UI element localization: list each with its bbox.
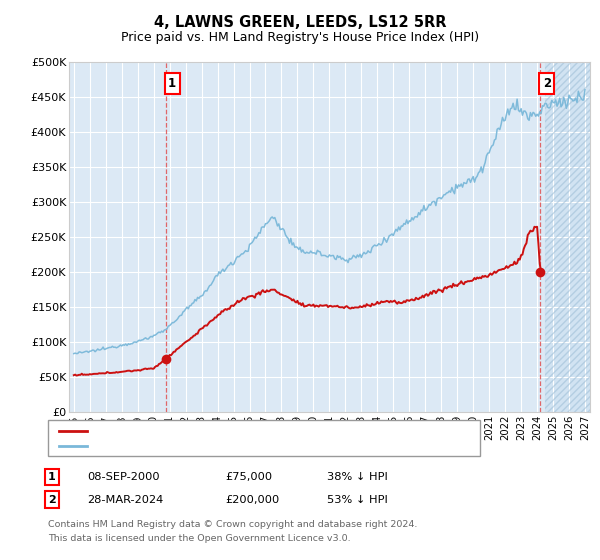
Text: Contains HM Land Registry data © Crown copyright and database right 2024.: Contains HM Land Registry data © Crown c…	[48, 520, 418, 529]
Text: 1: 1	[168, 77, 176, 90]
Text: 2: 2	[48, 494, 56, 505]
Text: £200,000: £200,000	[225, 494, 279, 505]
Text: 38% ↓ HPI: 38% ↓ HPI	[327, 472, 388, 482]
Bar	[545, 62, 593, 412]
Text: £75,000: £75,000	[225, 472, 272, 482]
Text: 1: 1	[48, 472, 56, 482]
Text: 08-SEP-2000: 08-SEP-2000	[87, 472, 160, 482]
Text: 53% ↓ HPI: 53% ↓ HPI	[327, 494, 388, 505]
Text: HPI: Average price, detached house, Leeds: HPI: Average price, detached house, Leed…	[91, 441, 335, 451]
Text: 4, LAWNS GREEN, LEEDS, LS12 5RR (detached house): 4, LAWNS GREEN, LEEDS, LS12 5RR (detache…	[91, 426, 398, 436]
Text: 4, LAWNS GREEN, LEEDS, LS12 5RR: 4, LAWNS GREEN, LEEDS, LS12 5RR	[154, 15, 446, 30]
Text: This data is licensed under the Open Government Licence v3.0.: This data is licensed under the Open Gov…	[48, 534, 350, 543]
Text: 2: 2	[543, 77, 551, 90]
Text: Price paid vs. HM Land Registry's House Price Index (HPI): Price paid vs. HM Land Registry's House …	[121, 31, 479, 44]
Bar	[545, 62, 593, 412]
Text: 28-MAR-2024: 28-MAR-2024	[87, 494, 163, 505]
